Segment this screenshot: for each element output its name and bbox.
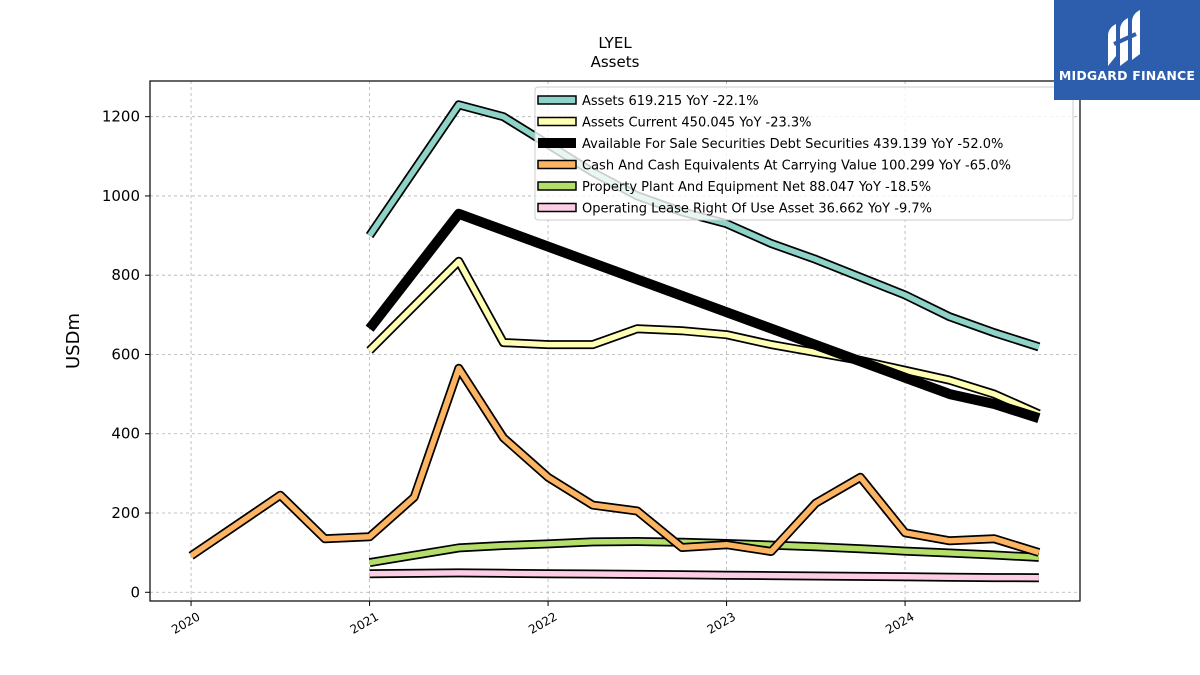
legend: Assets 619.215 YoY -22.1% Assets Current … <box>534 86 1074 221</box>
legend-swatch <box>537 95 577 105</box>
legend-label: Assets Current 450.045 YoY -23.3% <box>582 116 812 131</box>
legend-swatch <box>538 138 576 148</box>
y-tick-label: 200 <box>111 504 140 522</box>
y-tick-label: 1000 <box>102 187 140 205</box>
legend-label: Available For Sale Securities Debt Secur… <box>582 137 1003 152</box>
series-outline-cash-and-cash-equivalents-at-carrying-value <box>188 363 1041 560</box>
legend-label: Assets 619.215 YoY -22.1% <box>582 94 759 109</box>
x-tick-label: 2022 <box>526 609 559 636</box>
axis-ticks: 0 200 400 600 800 1000 1200 2020 2021 2022 2023 202… <box>102 108 917 637</box>
legend-label: Cash And Cash Equivalents At Carrying Va… <box>582 159 1011 174</box>
x-tick-label: 2021 <box>348 609 381 636</box>
legend-label: Operating Lease Right Of Use Asset 36.66… <box>582 202 932 217</box>
series-lines <box>188 100 1041 583</box>
y-tick-label: 1200 <box>102 108 140 126</box>
legend-swatch <box>537 181 577 191</box>
y-tick-label: 400 <box>111 425 140 443</box>
series-line-available-for-sale-securities-debt-securities <box>365 208 1041 423</box>
y-tick-label: 0 <box>130 583 140 601</box>
x-tick-label: 2020 <box>169 609 202 636</box>
legend-swatch <box>537 116 577 127</box>
legend-swatch <box>537 202 577 213</box>
x-tick-label: 2023 <box>705 609 738 636</box>
x-tick-label: 2024 <box>883 609 916 636</box>
midgard-logo-icon <box>1108 10 1140 66</box>
y-tick-label: 800 <box>111 266 140 284</box>
series-line-cash-and-cash-equivalents-at-carrying-value <box>189 365 1040 559</box>
chart-subtitle: Assets <box>591 53 640 71</box>
y-axis-label: USDm <box>63 313 84 369</box>
series-line-operating-lease-right-of-use-asset <box>369 570 1039 581</box>
brand-name: MIDGARD FINANCE <box>1058 68 1196 83</box>
legend-label: Property Plant And Equipment Net 88.047 … <box>582 180 931 195</box>
legend-box <box>534 86 1074 221</box>
chart-title: LYEL <box>598 34 632 52</box>
brand-logo: MIDGARD FINANCE <box>1054 0 1200 100</box>
plot-frame <box>149 80 1081 602</box>
series-line-assets <box>367 102 1040 350</box>
legend-swatch <box>537 159 577 170</box>
y-tick-label: 600 <box>111 345 140 363</box>
series-line-assets-current <box>367 258 1041 417</box>
